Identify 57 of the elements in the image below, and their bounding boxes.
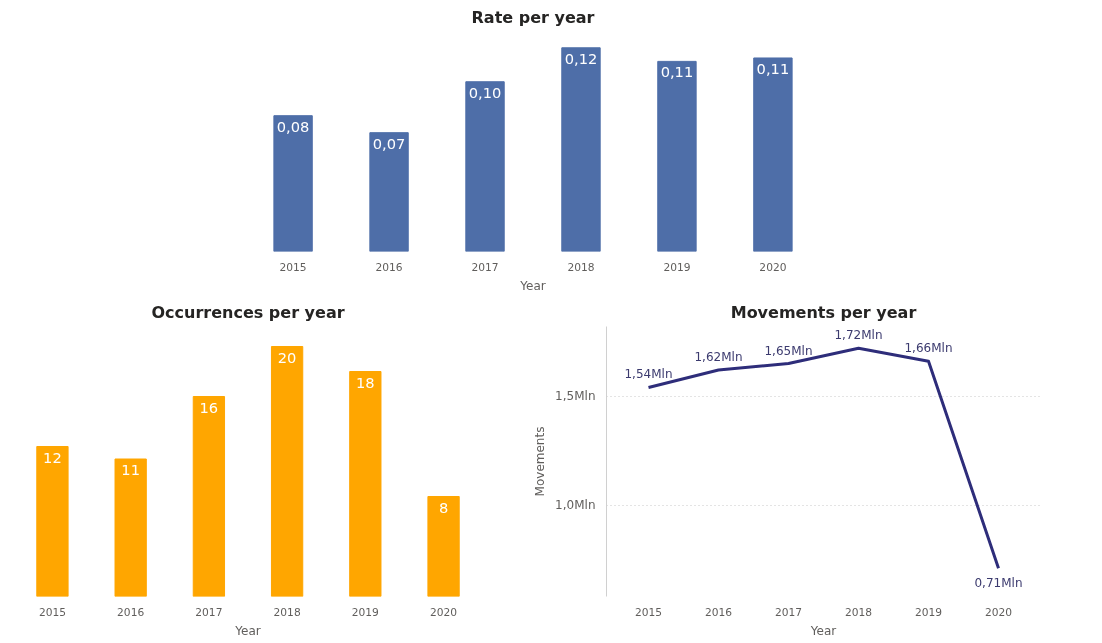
chart-title: Rate per year [471,7,595,27]
data-label: 0,10 [468,83,502,101]
bar [349,371,382,597]
x-tick-label: 2017 [195,605,223,619]
x-tick-label: 2019 [351,605,380,619]
chart-title: Movements per year [730,302,917,322]
data-label: 1,65Mln [764,343,813,358]
x-tick-label: 2017 [471,260,499,274]
y-tick-label: 1,5Mln [555,389,596,404]
bar [369,132,409,252]
data-label: 1,72Mln [834,328,883,343]
data-label: 0,08 [276,117,310,135]
x-axis-title: Year [234,623,261,638]
data-label: 8 [438,498,449,516]
data-label: 0,12 [564,49,598,67]
x-axis-title: Year [519,278,546,293]
x-tick-label: 2018 [273,605,301,619]
x-tick-label: 2017 [774,605,803,619]
data-label: 18 [356,373,375,391]
x-tick-label: 2015 [38,605,66,619]
data-label: 0,71Mln [974,576,1023,591]
y-tick-label: 1,0Mln [555,498,596,513]
bar [753,57,793,252]
data-label: 1,54Mln [624,367,673,382]
x-tick-label: 2016 [117,605,145,619]
bar [114,458,147,597]
x-tick-label: 2020 [984,605,1013,619]
bar [192,396,226,597]
data-label: 16 [199,398,219,416]
x-tick-label: 2019 [914,605,943,619]
bar [465,81,505,252]
x-tick-label: 2015 [279,260,307,274]
x-tick-label: 2018 [567,260,595,274]
bar [36,446,69,597]
bar [561,47,601,252]
x-tick-label: 2016 [704,605,733,619]
x-tick-label: 2020 [430,605,458,619]
x-tick-label: 2015 [634,605,663,619]
data-label: 0,11 [660,63,694,81]
bar [273,115,313,252]
data-label: 0,07 [372,134,406,152]
data-label: 12 [43,448,62,466]
x-tick-label: 2018 [844,605,873,619]
y-axis-title: Movements [533,426,548,497]
bar [657,60,697,252]
bar [270,346,304,597]
x-axis-title: Year [809,623,837,638]
bar [427,496,460,597]
chart-title: Occurrences per year [151,302,345,322]
data-label: 0,11 [756,59,790,77]
x-tick-label: 2019 [663,260,691,274]
data-label: 1,66Mln [904,341,953,356]
data-label: 1,62Mln [694,350,743,365]
data-label: 20 [277,348,297,366]
x-tick-label: 2016 [375,260,403,274]
data-label: 11 [121,461,140,478]
x-tick-label: 2020 [759,260,787,274]
